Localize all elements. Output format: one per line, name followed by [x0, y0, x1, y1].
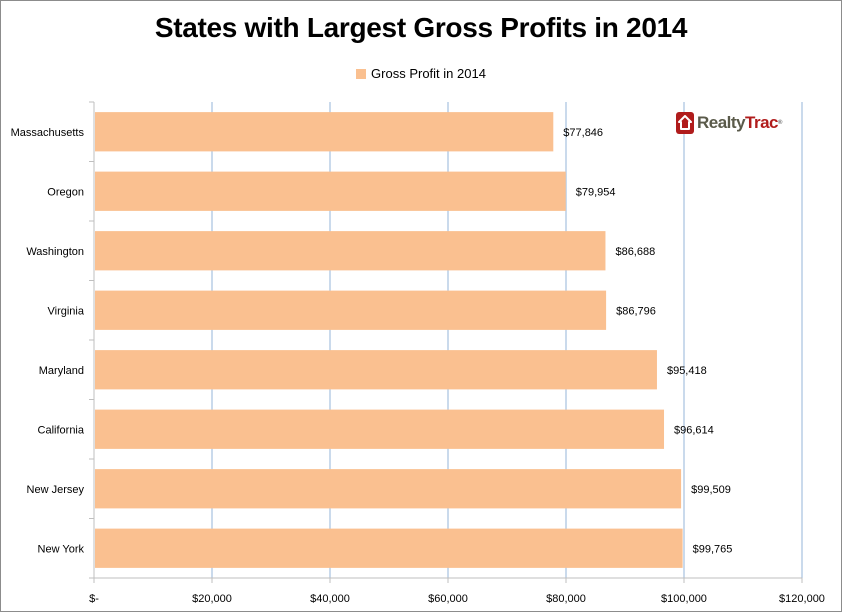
x-tick-label: $60,000	[428, 593, 468, 605]
logo-text-realty: Realty	[697, 113, 746, 132]
category-label: Virginia	[48, 305, 85, 317]
bar	[95, 409, 665, 449]
category-label: New York	[38, 543, 85, 555]
logo-registered-mark: ®	[778, 120, 782, 126]
bar	[95, 231, 606, 271]
data-label: $86,688	[615, 246, 655, 258]
logo-text-trac: Trac	[745, 113, 779, 132]
house-icon	[676, 112, 694, 134]
data-label: $99,765	[693, 543, 733, 555]
bar	[95, 112, 554, 152]
bar	[95, 528, 683, 568]
x-tick-label: $100,000	[661, 593, 707, 605]
x-tick-label: $80,000	[546, 593, 586, 605]
data-label: $79,954	[576, 186, 616, 198]
bar	[95, 171, 566, 211]
x-tick-label: $40,000	[310, 593, 350, 605]
category-label: Oregon	[47, 186, 84, 198]
x-tick-label: $-	[89, 593, 99, 605]
legend: Gross Profit in 2014	[0, 66, 842, 81]
data-label: $99,509	[691, 484, 731, 496]
x-tick-label: $20,000	[192, 593, 232, 605]
chart-title: States with Largest Gross Profits in 201…	[154, 12, 688, 43]
data-label: $96,614	[674, 424, 714, 436]
bar	[95, 469, 682, 509]
x-tick-label: $120,000	[779, 593, 825, 605]
legend-label: Gross Profit in 2014	[371, 66, 486, 81]
realtytrac-logo: Realty Trac ®	[676, 112, 782, 134]
category-label: Massachusetts	[11, 127, 85, 139]
legend-swatch	[356, 69, 367, 79]
bar	[95, 290, 607, 330]
category-label: California	[38, 424, 85, 436]
category-label: Washington	[26, 246, 84, 258]
data-label: $77,846	[563, 127, 603, 139]
bar	[95, 350, 657, 390]
category-label: New Jersey	[27, 484, 85, 496]
data-label: $86,796	[616, 305, 656, 317]
data-label: $95,418	[667, 365, 707, 377]
category-label: Maryland	[39, 365, 84, 377]
